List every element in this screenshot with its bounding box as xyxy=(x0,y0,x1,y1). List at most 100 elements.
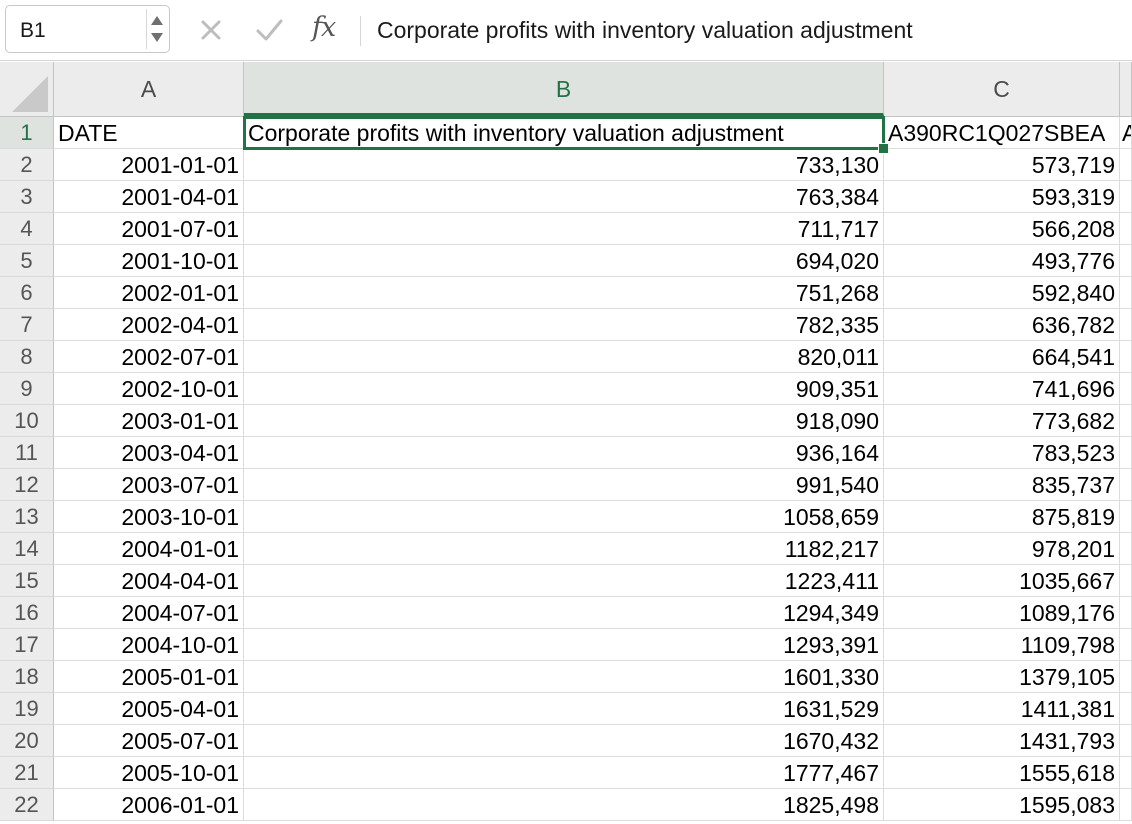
cell-b[interactable]: 694,020 xyxy=(244,245,884,277)
row-header[interactable]: 13 xyxy=(0,501,54,533)
cell-c[interactable]: 978,201 xyxy=(884,533,1120,565)
cell-a1[interactable]: DATE xyxy=(54,117,244,149)
cell-d[interactable] xyxy=(1120,693,1132,725)
row-header[interactable]: 12 xyxy=(0,469,54,501)
cell-b[interactable]: 918,090 xyxy=(244,405,884,437)
fx-icon[interactable]: fx xyxy=(312,12,336,43)
cell-c[interactable]: 1109,798 xyxy=(884,629,1120,661)
row-header[interactable]: 21 xyxy=(0,757,54,789)
cell-d[interactable] xyxy=(1120,341,1132,373)
cell-c[interactable]: 1411,381 xyxy=(884,693,1120,725)
cell-d[interactable] xyxy=(1120,725,1132,757)
cell-d[interactable] xyxy=(1120,789,1132,821)
row-header[interactable]: 17 xyxy=(0,629,54,661)
cell-a[interactable]: 2005-07-01 xyxy=(54,725,244,757)
cell-d[interactable] xyxy=(1120,373,1132,405)
cell-c[interactable]: 593,319 xyxy=(884,181,1120,213)
cell-b[interactable]: 909,351 xyxy=(244,373,884,405)
cell-b[interactable]: 1294,349 xyxy=(244,597,884,629)
cell-b[interactable]: 1293,391 xyxy=(244,629,884,661)
cell-c[interactable]: 1431,793 xyxy=(884,725,1120,757)
cell-c[interactable]: 592,840 xyxy=(884,277,1120,309)
cell-d[interactable] xyxy=(1120,661,1132,693)
cell-c[interactable]: 1379,105 xyxy=(884,661,1120,693)
cell-c[interactable]: 664,541 xyxy=(884,341,1120,373)
cell-a[interactable]: 2006-01-01 xyxy=(54,789,244,821)
cell-b[interactable]: 820,011 xyxy=(244,341,884,373)
cell-a[interactable]: 2004-07-01 xyxy=(54,597,244,629)
row-header[interactable]: 2 xyxy=(0,149,54,181)
cell-c[interactable]: 875,819 xyxy=(884,501,1120,533)
cell-a[interactable]: 2002-07-01 xyxy=(54,341,244,373)
cell-c[interactable]: 773,682 xyxy=(884,405,1120,437)
name-box-stepper[interactable] xyxy=(146,9,166,49)
checkmark-icon[interactable] xyxy=(253,14,285,46)
cell-b[interactable]: 1777,467 xyxy=(244,757,884,789)
cell-b[interactable]: 1631,529 xyxy=(244,693,884,725)
cell-d[interactable] xyxy=(1120,501,1132,533)
cell-d1[interactable]: A xyxy=(1120,117,1132,149)
cell-b[interactable]: 782,335 xyxy=(244,309,884,341)
formula-input[interactable]: Corporate profits with inventory valuati… xyxy=(377,17,913,43)
row-header[interactable]: 4 xyxy=(0,213,54,245)
chevron-up-icon[interactable] xyxy=(151,16,163,25)
cell-a[interactable]: 2002-10-01 xyxy=(54,373,244,405)
cell-d[interactable] xyxy=(1120,629,1132,661)
row-header[interactable]: 7 xyxy=(0,309,54,341)
cell-c1[interactable]: A390RC1Q027SBEA xyxy=(884,117,1120,149)
column-header-b[interactable]: B xyxy=(244,62,884,116)
cell-b[interactable]: 1601,330 xyxy=(244,661,884,693)
cell-a[interactable]: 2005-04-01 xyxy=(54,693,244,725)
cell-d[interactable] xyxy=(1120,437,1132,469)
cell-c[interactable]: 1089,176 xyxy=(884,597,1120,629)
cell-a[interactable]: 2003-01-01 xyxy=(54,405,244,437)
cell-a[interactable]: 2003-07-01 xyxy=(54,469,244,501)
cell-c[interactable]: 783,523 xyxy=(884,437,1120,469)
cell-d[interactable] xyxy=(1120,533,1132,565)
cell-a[interactable]: 2002-04-01 xyxy=(54,309,244,341)
cell-c[interactable]: 493,776 xyxy=(884,245,1120,277)
cell-a[interactable]: 2001-01-01 xyxy=(54,149,244,181)
row-header[interactable]: 15 xyxy=(0,565,54,597)
cell-d[interactable] xyxy=(1120,309,1132,341)
cell-a[interactable]: 2001-07-01 xyxy=(54,213,244,245)
cell-b[interactable]: 751,268 xyxy=(244,277,884,309)
cell-a[interactable]: 2003-10-01 xyxy=(54,501,244,533)
row-header[interactable]: 9 xyxy=(0,373,54,405)
cell-b[interactable]: 991,540 xyxy=(244,469,884,501)
cell-b[interactable]: 1825,498 xyxy=(244,789,884,821)
row-header[interactable]: 3 xyxy=(0,181,54,213)
cell-a[interactable]: 2001-10-01 xyxy=(54,245,244,277)
cell-d[interactable] xyxy=(1120,277,1132,309)
fill-handle[interactable] xyxy=(878,143,889,154)
row-header[interactable]: 16 xyxy=(0,597,54,629)
cell-d[interactable] xyxy=(1120,757,1132,789)
cell-a[interactable]: 2002-01-01 xyxy=(54,277,244,309)
cell-b[interactable]: 1058,659 xyxy=(244,501,884,533)
column-header-a[interactable]: A xyxy=(54,62,244,116)
cell-c[interactable]: 1595,083 xyxy=(884,789,1120,821)
cell-a[interactable]: 2001-04-01 xyxy=(54,181,244,213)
row-header[interactable]: 18 xyxy=(0,661,54,693)
name-box[interactable]: B1 xyxy=(5,5,170,53)
cell-a[interactable]: 2005-01-01 xyxy=(54,661,244,693)
cell-b[interactable]: 1223,411 xyxy=(244,565,884,597)
row-header[interactable]: 6 xyxy=(0,277,54,309)
name-box-value[interactable]: B1 xyxy=(20,19,46,42)
cell-b[interactable]: 1670,432 xyxy=(244,725,884,757)
row-header[interactable]: 10 xyxy=(0,405,54,437)
cell-b[interactable]: 711,717 xyxy=(244,213,884,245)
cell-a[interactable]: 2004-01-01 xyxy=(54,533,244,565)
row-header[interactable]: 22 xyxy=(0,789,54,821)
row-header[interactable]: 8 xyxy=(0,341,54,373)
cell-d[interactable] xyxy=(1120,469,1132,501)
cell-a[interactable]: 2004-10-01 xyxy=(54,629,244,661)
cell-b[interactable]: 1182,217 xyxy=(244,533,884,565)
select-all-triangle-icon[interactable] xyxy=(12,76,48,112)
cell-b[interactable]: 733,130 xyxy=(244,149,884,181)
row-header[interactable]: 19 xyxy=(0,693,54,725)
cell-a[interactable]: 2005-10-01 xyxy=(54,757,244,789)
cell-d[interactable] xyxy=(1120,213,1132,245)
row-header[interactable]: 5 xyxy=(0,245,54,277)
cell-a[interactable]: 2004-04-01 xyxy=(54,565,244,597)
